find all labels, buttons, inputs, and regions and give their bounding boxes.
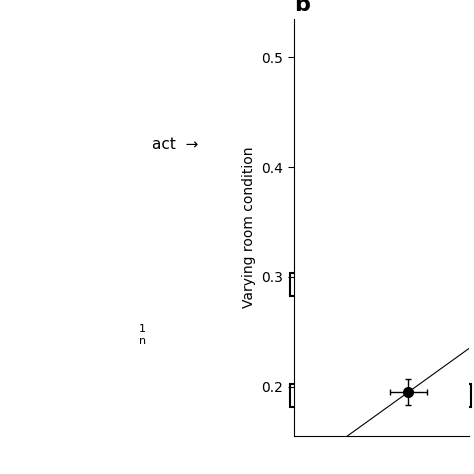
Text: Square root: Square root (294, 229, 383, 245)
Text: 1: 1 (139, 324, 146, 335)
Text: ↓: ↓ (294, 161, 307, 176)
Text: Sum across materials: Sum across materials (294, 183, 459, 199)
Text: ↓: ↓ (294, 365, 307, 380)
Y-axis label: Varying room condition: Varying room condition (242, 147, 256, 308)
Text: Effect of reverberation: Effect of reverberation (294, 388, 467, 403)
Text: n: n (138, 336, 146, 346)
Text: act  →: act → (152, 137, 198, 152)
Text: Hellinger distance: Hellinger distance (294, 277, 433, 292)
Text: ↓: ↓ (294, 305, 307, 320)
Text: Average across stimuli
and rooms: Average across stimuli and rooms (294, 320, 467, 353)
Text: ↓: ↓ (294, 207, 307, 222)
Text: Square: Square (294, 137, 348, 152)
Text: b: b (294, 0, 310, 15)
Text: ↓: ↓ (294, 253, 307, 268)
